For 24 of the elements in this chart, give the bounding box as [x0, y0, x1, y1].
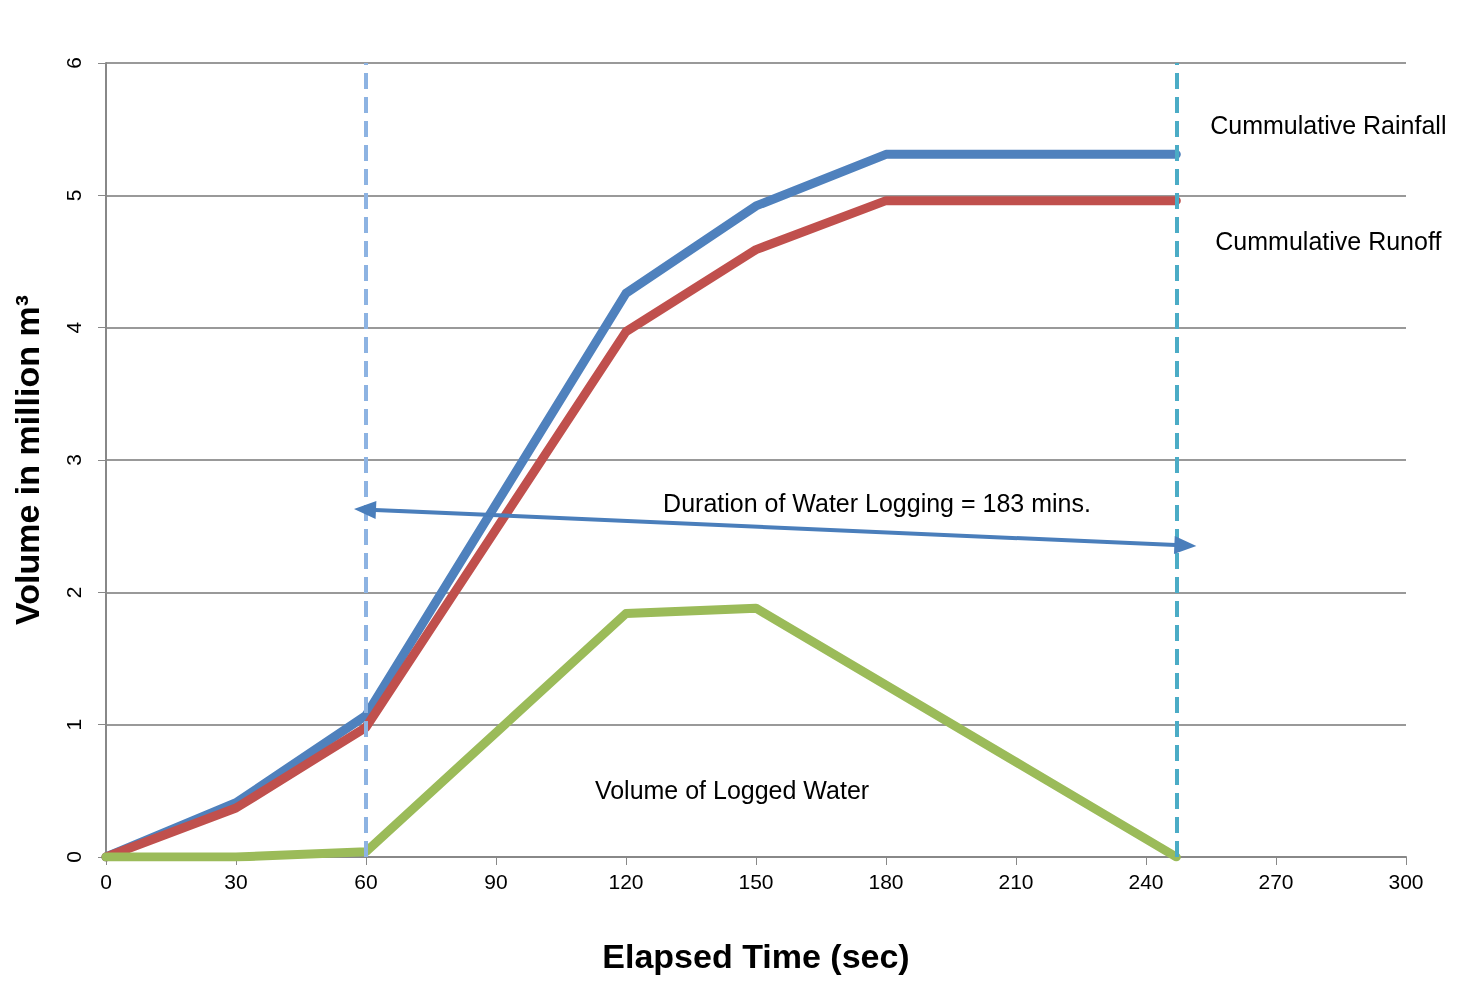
x-tick-label: 30: [224, 870, 248, 893]
x-tick-label: 300: [1388, 870, 1424, 893]
x-tick-label: 270: [1258, 870, 1294, 893]
x-axis-title: Elapsed Time (sec): [602, 937, 910, 975]
y-tick-label: 1: [62, 718, 85, 731]
y-tick-label: 0: [62, 851, 85, 863]
x-tick-label: 210: [998, 870, 1034, 893]
x-tick-label: 240: [1128, 870, 1164, 893]
x-tick-label: 60: [354, 870, 378, 893]
x-tick-label: 0: [100, 870, 112, 893]
series-label: Cummulative Rainfall: [1210, 111, 1447, 140]
y-tick-label: 6: [62, 57, 85, 69]
annotation: Duration of Water Logging = 183 mins.: [663, 489, 1091, 517]
y-tick-label: 4: [62, 321, 85, 334]
x-tick-label: 150: [738, 870, 774, 893]
y-tick-label: 2: [62, 586, 85, 599]
x-tick-label: 120: [608, 870, 644, 893]
x-tick-label: 90: [484, 870, 508, 893]
y-tick-label: 3: [62, 454, 85, 466]
x-tick-label: 180: [868, 870, 904, 893]
series-label: Cummulative Runoff: [1215, 226, 1442, 255]
y-tick-label: 5: [62, 189, 85, 202]
y-axis-title: Volume in million m³: [8, 295, 46, 625]
annotation: Volume of Logged Water: [594, 776, 870, 804]
